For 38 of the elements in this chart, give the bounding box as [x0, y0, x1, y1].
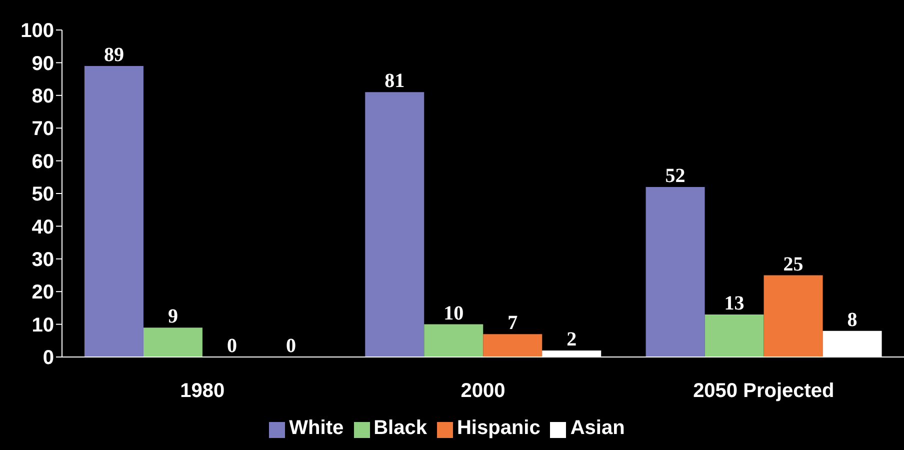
y-tick-label: 40: [32, 216, 54, 238]
data-label: 0: [286, 334, 296, 357]
bar: [764, 275, 823, 357]
bar: [84, 66, 144, 357]
y-tick-label: 10: [32, 314, 54, 336]
data-label: 8: [847, 308, 858, 331]
bar: [424, 324, 484, 357]
legend-label: Hispanic: [456, 417, 540, 439]
y-tick-label: 30: [32, 249, 54, 271]
data-label: 81: [384, 70, 405, 92]
y-tick-label: 20: [32, 282, 54, 304]
data-label: 9: [168, 306, 178, 328]
y-tick-label: 80: [32, 86, 54, 108]
y-tick-label: 60: [32, 150, 54, 173]
bar: [365, 92, 424, 357]
data-label: 0: [226, 334, 237, 357]
bar: [483, 334, 542, 357]
y-tick-label: 0: [42, 347, 54, 370]
data-label: 52: [665, 164, 686, 187]
legend-label: Asian: [570, 417, 625, 439]
x-tick-label: 2050 Projected: [693, 380, 834, 402]
data-label: 25: [783, 253, 804, 276]
legend-label: Black: [374, 417, 427, 439]
y-tick-label: 100: [20, 20, 54, 42]
data-label: 89: [104, 44, 124, 66]
data-label: 10: [444, 302, 464, 324]
x-tick-label: 2000: [460, 380, 506, 402]
y-tick-label: 50: [32, 184, 54, 206]
x-tick-label: 1980: [180, 380, 225, 402]
data-label: 7: [508, 312, 518, 334]
data-label: 13: [724, 292, 744, 314]
y-tick-label: 70: [32, 118, 54, 140]
bar: [143, 328, 202, 357]
y-tick-label: 90: [32, 52, 54, 75]
bar: [704, 314, 764, 357]
data-label: 2: [566, 328, 577, 350]
bar: [646, 186, 705, 357]
legend-label: White: [289, 417, 344, 439]
